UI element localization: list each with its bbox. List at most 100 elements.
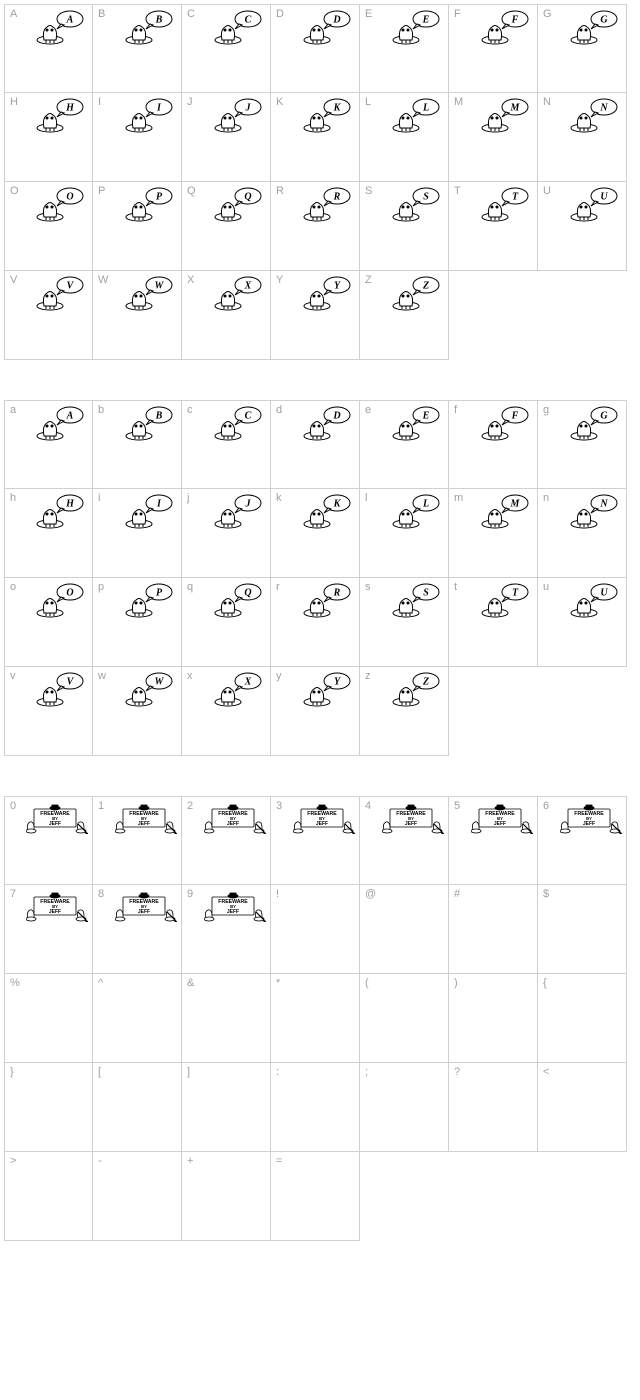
character-glyph-icon: Y [299,672,354,707]
freeware-banner-icon: FREEWARE BY JEFF [26,804,88,834]
cell-label: S [365,185,372,197]
cell-label: ! [276,888,279,900]
freeware-banner-icon: FREEWARE BY JEFF [293,804,355,834]
character-glyph-icon: Y [299,276,354,311]
svg-text:Y: Y [334,677,341,688]
glyph-cell: w W [93,667,182,756]
character-glyph-icon: H [32,494,87,529]
glyph-cell: Z Z [360,271,449,360]
glyph-cell: E E [360,4,449,93]
cell-label: ? [454,1066,460,1078]
glyph-cell: > [4,1152,93,1241]
character-glyph-icon: L [388,98,443,133]
glyph-cell: u U [538,578,627,667]
svg-text:N: N [599,499,608,510]
glyph-cell: M M [449,93,538,182]
glyph-cell: N N [538,93,627,182]
character-glyph-icon: R [299,187,354,222]
character-glyph-icon: X [210,672,265,707]
cell-label: 6 [543,800,549,812]
cell-label: & [187,977,194,989]
cell-label: h [10,492,16,504]
svg-text:O: O [66,588,73,599]
svg-text:D: D [332,411,340,422]
svg-text:JEFF: JEFF [583,821,595,827]
svg-text:P: P [156,588,163,599]
svg-text:H: H [65,103,75,114]
cell-label: 3 [276,800,282,812]
glyph-cell: L L [360,93,449,182]
glyph-cell: A A [4,4,93,93]
cell-label: T [454,185,461,197]
character-glyph-icon: G [566,10,621,45]
character-glyph-icon: K [299,494,354,529]
character-glyph-icon: C [210,10,265,45]
cell-label: B [98,8,105,20]
cell-label: X [187,274,194,286]
cell-label: Y [276,274,283,286]
cell-label: : [276,1066,279,1078]
svg-text:W: W [155,677,165,688]
svg-text:Z: Z [422,281,429,292]
glyph-cell: j J [182,489,271,578]
svg-text:O: O [66,192,73,203]
cell-label: @ [365,888,376,900]
glyph-cell: o O [4,578,93,667]
glyph-cell: c C [182,400,271,489]
svg-text:T: T [512,588,519,599]
cell-label: Q [187,185,196,197]
svg-text:JEFF: JEFF [138,821,150,827]
cell-label: ] [187,1066,190,1078]
glyph-cell: x X [182,667,271,756]
glyph-cell: t T [449,578,538,667]
cell-label: 2 [187,800,193,812]
glyph-cell: @ [360,885,449,974]
glyph-cell: 1 FREEWARE BY JEFF [93,796,182,885]
svg-text:B: B [155,15,163,26]
glyph-cell: ^ [93,974,182,1063]
freeware-banner-icon: FREEWARE BY JEFF [471,804,533,834]
svg-text:D: D [332,15,340,26]
character-glyph-icon: I [121,494,176,529]
cell-label: Z [365,274,372,286]
cell-label: y [276,670,282,682]
character-glyph-icon: L [388,494,443,529]
cell-label: x [187,670,193,682]
svg-text:X: X [244,281,252,292]
glyph-cell: f F [449,400,538,489]
cell-label: 5 [454,800,460,812]
character-glyph-icon: B [121,406,176,441]
character-glyph-icon: D [299,406,354,441]
freeware-banner-icon: FREEWARE BY JEFF [204,892,266,922]
cell-label: E [365,8,372,20]
cell-label: I [98,96,101,108]
glyph-cell: % [4,974,93,1063]
cell-label: p [98,581,104,593]
glyph-cell: * [271,974,360,1063]
glyph-cell: W W [93,271,182,360]
glyph-cell: X X [182,271,271,360]
glyph-cell: F F [449,4,538,93]
character-glyph-icon: U [566,187,621,222]
character-glyph-icon: O [32,187,87,222]
svg-text:JEFF: JEFF [49,821,61,827]
character-glyph-icon: T [477,583,532,618]
glyph-cell: ( [360,974,449,1063]
svg-text:W: W [155,281,165,292]
cell-label: D [276,8,284,20]
character-glyph-icon: D [299,10,354,45]
svg-text:E: E [422,15,430,26]
freeware-banner-icon: FREEWARE BY JEFF [560,804,622,834]
cell-label: a [10,404,16,416]
glyph-cell: 6 FREEWARE BY JEFF [538,796,627,885]
glyph-cell: I I [93,93,182,182]
glyph-cell: S S [360,182,449,271]
cell-label: N [543,96,551,108]
cell-label: s [365,581,371,593]
glyph-cell: J J [182,93,271,182]
glyph-cell: h H [4,489,93,578]
glyph-cell: k K [271,489,360,578]
glyph-cell: : [271,1063,360,1152]
cell-label: 1 [98,800,104,812]
character-glyph-icon: N [566,494,621,529]
